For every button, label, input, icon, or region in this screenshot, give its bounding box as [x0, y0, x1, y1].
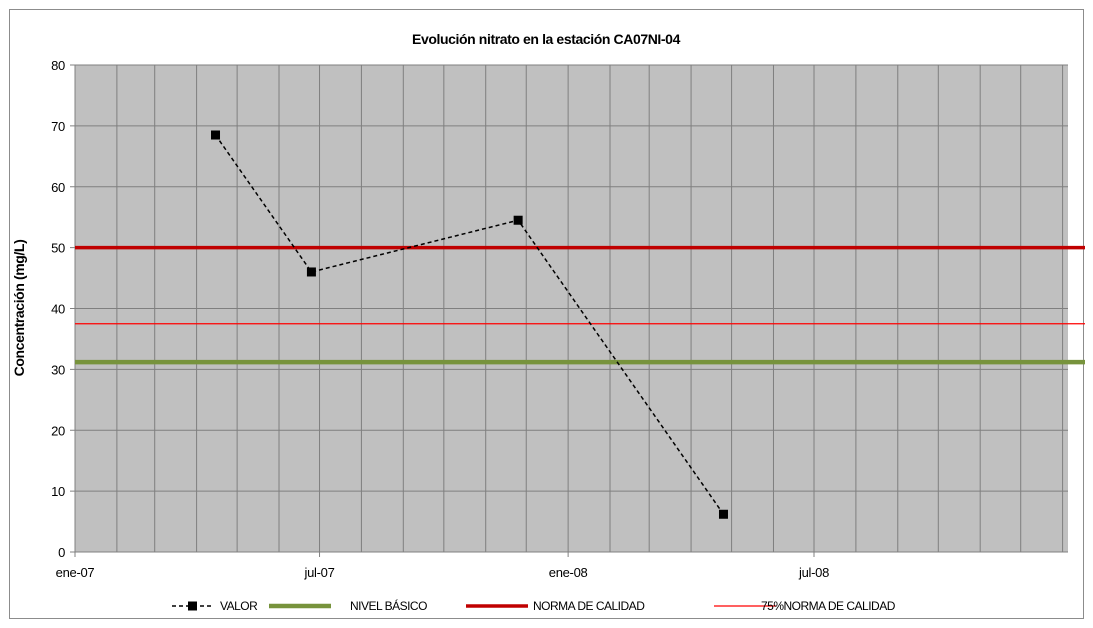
valor-data-point	[513, 215, 523, 225]
chart-frame: Evolución nitrato en la estación CA07NI-…	[9, 9, 1085, 619]
y-tick-label: 50	[51, 241, 65, 256]
y-axis-label: Concentración (mg/L)	[11, 240, 27, 377]
legend-label-2: NORMA DE CALIDAD	[533, 599, 645, 613]
line-chart: Evolución nitrato en la estación CA07NI-…	[11, 31, 1085, 613]
valor-series-line	[214, 134, 725, 515]
valor-data-point	[211, 130, 221, 140]
y-tick-label: 60	[51, 180, 65, 195]
x-tick-label: ene-07	[56, 565, 95, 580]
chart-title: Evolución nitrato en la estación CA07NI-…	[412, 31, 681, 47]
legend-label-0: VALOR	[220, 599, 258, 613]
legend-label-3: 75%NORMA DE CALIDAD	[761, 599, 896, 613]
y-tick-label: 0	[58, 545, 65, 560]
valor-data-point	[718, 509, 728, 519]
x-tick-label: jul-08	[798, 565, 829, 580]
y-tick-label: 20	[51, 423, 65, 438]
x-tick-label: jul-07	[304, 565, 335, 580]
y-tick-label: 70	[51, 119, 65, 134]
valor-data-point	[306, 267, 316, 277]
y-tick-label: 40	[51, 302, 65, 317]
legend: VALOR NIVEL BÁSICO NORMA DE CALIDAD 75%NORM…	[172, 598, 896, 613]
y-tick-label: 30	[51, 362, 65, 377]
plot-area: 0 10 20 30 40 50 60 70 80 ene-07 jul-07 ene-08 jul-0…	[51, 58, 1085, 580]
y-tick-label: 10	[51, 484, 65, 499]
y-tick-label: 80	[51, 58, 65, 73]
legend-label-1: NIVEL BÁSICO	[350, 598, 427, 613]
x-tick-label: ene-08	[549, 565, 588, 580]
legend-marker-valor	[188, 601, 197, 611]
